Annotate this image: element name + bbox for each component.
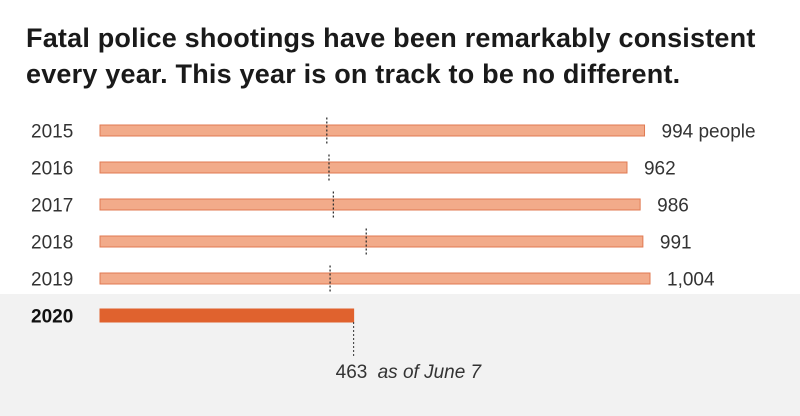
value-label-2015: 994 people — [662, 122, 756, 143]
bar-2018 — [99, 235, 644, 248]
annotation-note: as of June 7 — [378, 362, 483, 383]
bars-layer — [99, 124, 651, 323]
bar-2016 — [99, 161, 628, 174]
category-label-2020: 2020 — [31, 307, 73, 328]
value-label-2019: 1,004 — [667, 270, 715, 291]
value-label-2017: 986 — [657, 196, 689, 217]
bar-2017 — [99, 198, 641, 211]
annotation-label: 463 as of June 7 — [336, 362, 483, 383]
value-label-2018: 991 — [660, 233, 692, 254]
bar-2015 — [99, 124, 646, 137]
bar-2019 — [99, 272, 651, 285]
bar-2020 — [99, 308, 355, 323]
chart-title: Fatal police shootings have been remarka… — [26, 23, 756, 89]
category-label-2017: 2017 — [31, 196, 73, 217]
value-label-2016: 962 — [644, 159, 676, 180]
annotation-value: 463 — [336, 362, 368, 383]
category-label-2018: 2018 — [31, 233, 73, 254]
markers-layer — [326, 117, 367, 292]
category-label-2015: 2015 — [31, 122, 73, 143]
labels-layer: 2015 994 people 2016 962 2017 986 2018 991 2019 1… — [31, 122, 756, 328]
category-label-2016: 2016 — [31, 159, 73, 180]
category-label-2019: 2019 — [31, 270, 73, 291]
annotation-layer: 463 as of June 7 — [336, 322, 483, 383]
